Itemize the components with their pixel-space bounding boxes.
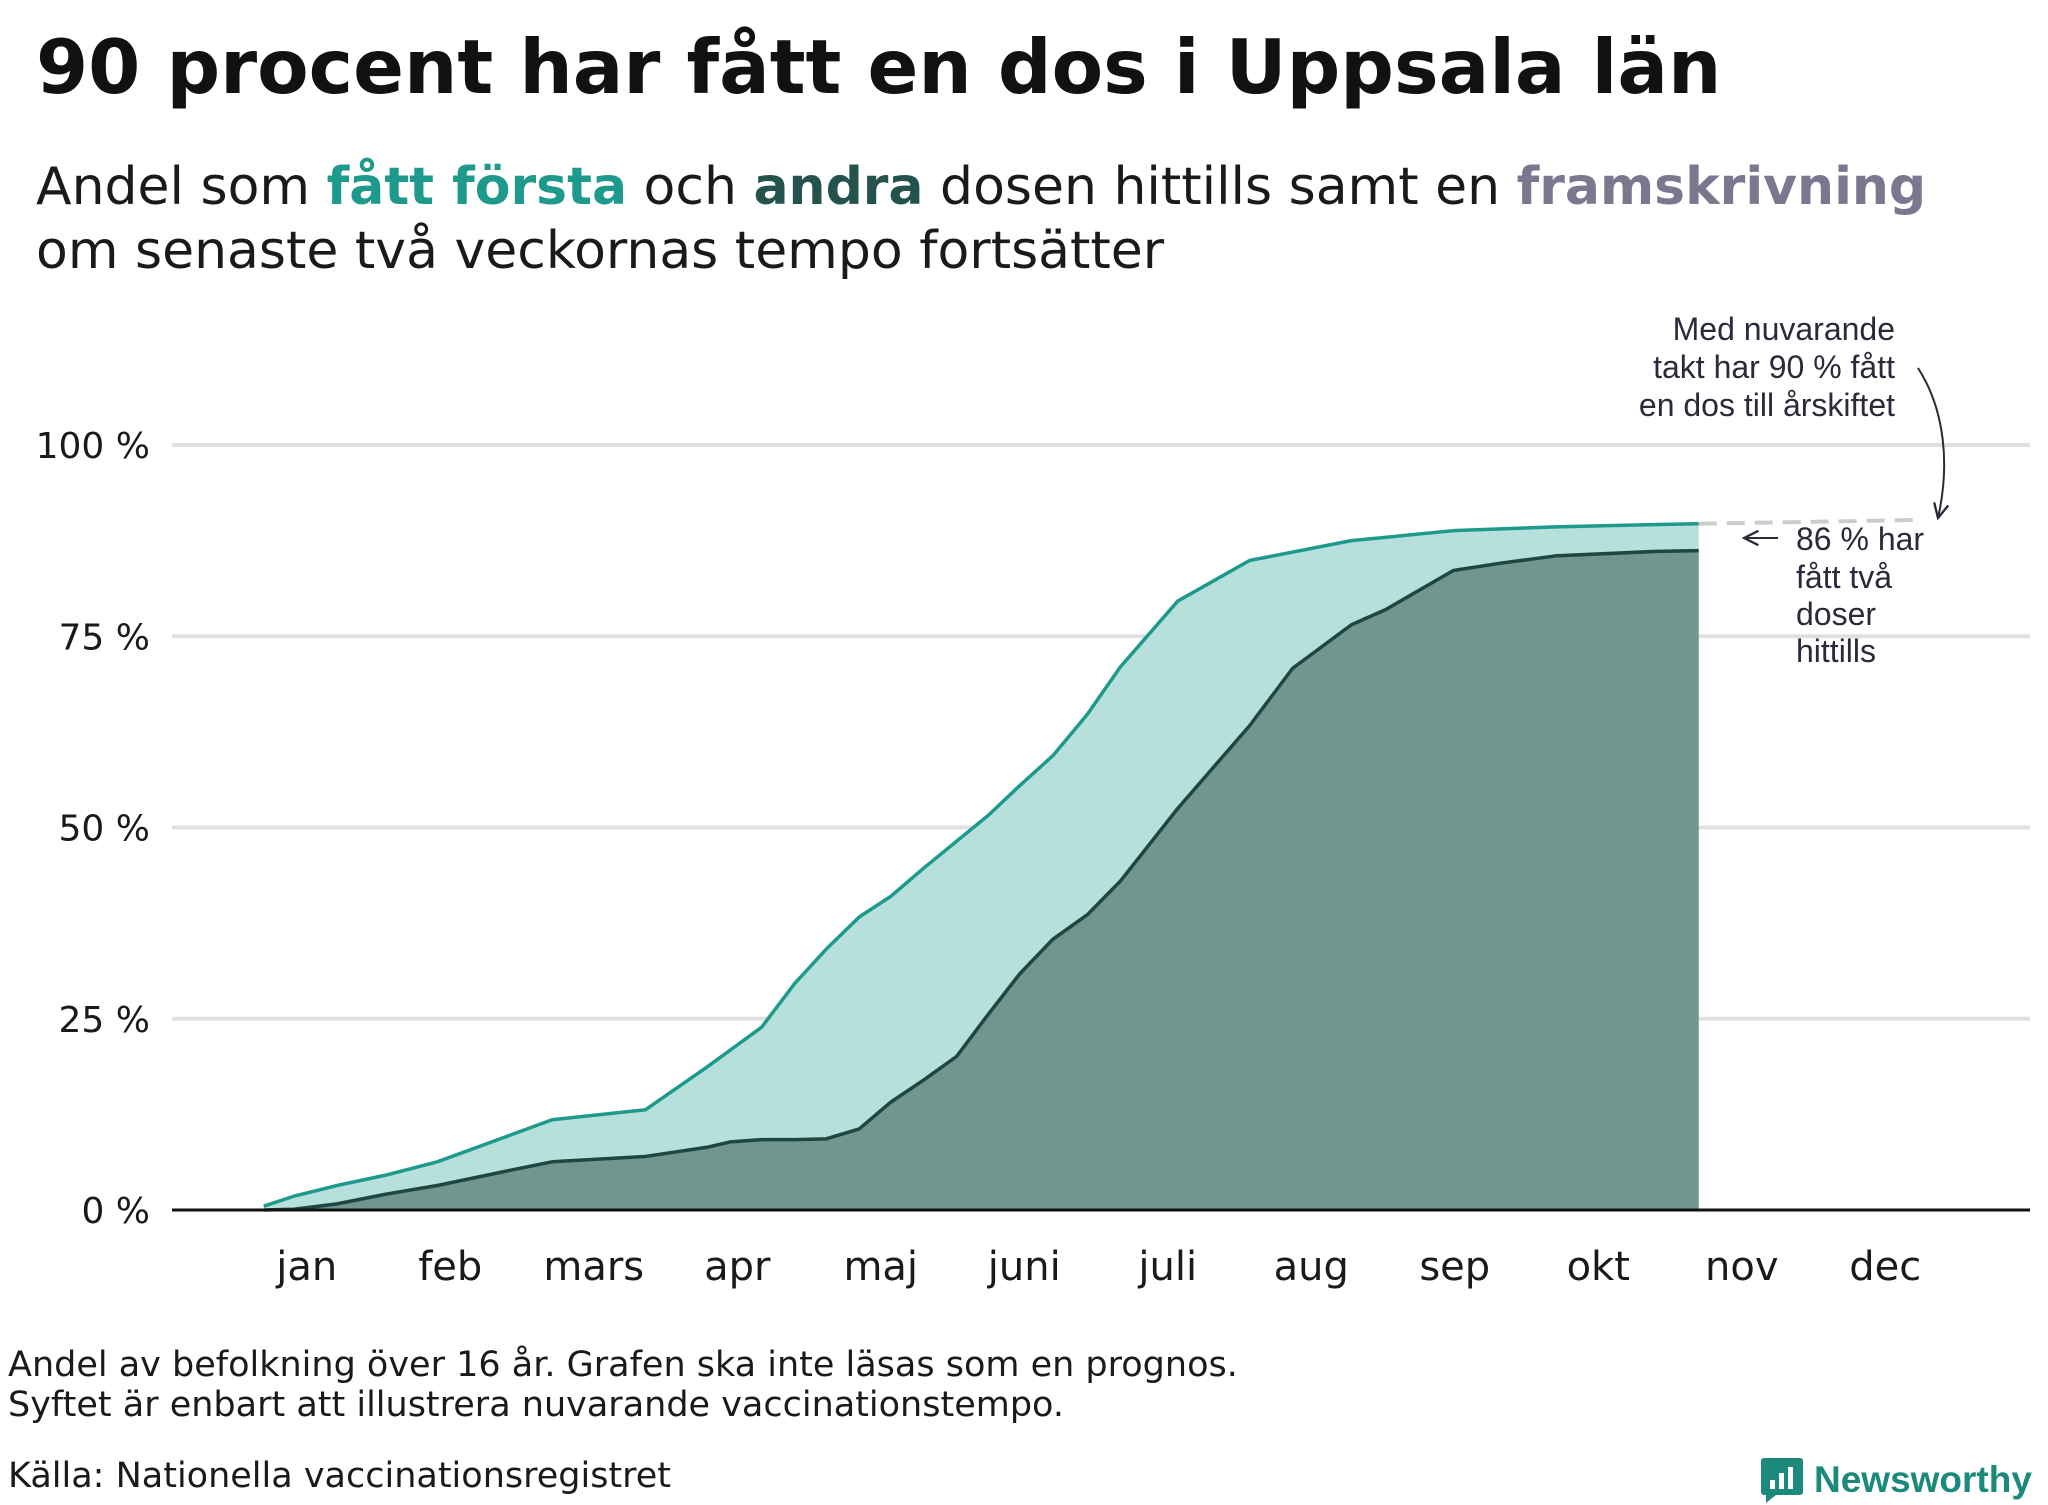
subtitle-first-dose-highlight: fått första xyxy=(326,157,628,217)
axes: 0 % 25 % 50 % 75 % 100 % jan feb mars apr maj juni… xyxy=(36,426,2030,1290)
footnote-line-2: Syftet är enbart att illustrera nuvarand… xyxy=(8,1385,1064,1425)
y-tick-label: 50 % xyxy=(59,809,150,850)
vaccination-area-chart: 0 % 25 % 50 % 75 % 100 % jan feb mars apr maj juni… xyxy=(36,311,2030,1290)
subtitle-suffix: om senaste två veckornas tempo fortsätte… xyxy=(36,221,1165,281)
logo-text: Newsworthy xyxy=(1814,1459,2032,1500)
projection-line xyxy=(1698,517,1916,526)
second-dose-line xyxy=(263,548,1699,1212)
newsworthy-chart-icon xyxy=(1761,1458,1803,1503)
footnote-line-1: Andel av befolkning över 16 år. Grafen s… xyxy=(8,1345,1238,1385)
second-dose-note-line-2: fått två xyxy=(1796,559,1892,595)
y-tick-label: 100 % xyxy=(36,426,150,467)
source-line: Källa: Nationella vaccinationsregistret xyxy=(8,1456,672,1496)
subtitle-second-dose-highlight: andra xyxy=(753,157,924,217)
second-dose-area xyxy=(263,550,1699,1210)
x-tick-label-juni: juni xyxy=(987,1244,1061,1290)
first-dose-line xyxy=(263,522,1699,1208)
x-tick-label-aug: aug xyxy=(1274,1244,1349,1290)
annotations: Med nuvarande takt har 90 % fått en dos … xyxy=(1639,311,1944,669)
x-tick-label-apr: apr xyxy=(704,1244,771,1290)
y-tick-label: 75 % xyxy=(59,617,150,658)
y-tick-label: 0 % xyxy=(81,1191,150,1232)
x-tick-label-sep: sep xyxy=(1419,1244,1490,1290)
chart-title: 90 procent har fått en dos i Uppsala län xyxy=(36,23,1722,111)
x-tick-label-feb: feb xyxy=(418,1244,482,1290)
series-areas xyxy=(263,517,1916,1212)
subtitle-projection-highlight: framskrivning xyxy=(1516,157,1927,217)
second-dose-note-line-1: 86 % har xyxy=(1796,521,1924,557)
x-tick-label-jan: jan xyxy=(275,1244,337,1290)
newsworthy-logo: Newsworthy xyxy=(1760,1455,2032,1505)
x-tick-label-okt: okt xyxy=(1567,1244,1630,1290)
chart-subtitle: Andel som fått första och andra dosen hi… xyxy=(36,155,1996,283)
second-dose-note-line-4: hittills xyxy=(1796,633,1876,669)
x-tick-label-juli: juli xyxy=(1137,1244,1197,1290)
subtitle-mid2: dosen hittills samt en xyxy=(923,157,1517,217)
projection-note-line-3: en dos till årskiftet xyxy=(1639,387,1895,423)
projection-note-arrow xyxy=(1917,367,1944,518)
second-dose-note-line-3: doser xyxy=(1796,596,1876,632)
y-tick-label: 25 % xyxy=(59,1000,150,1041)
projection-note-line-2: takt har 90 % fått xyxy=(1653,349,1895,385)
x-tick-label-dec: dec xyxy=(1849,1244,1921,1290)
x-tick-label-mars: mars xyxy=(543,1244,644,1290)
x-tick-label-nov: nov xyxy=(1705,1244,1779,1290)
subtitle-mid1: och xyxy=(627,157,754,217)
x-tick-label-maj: maj xyxy=(843,1244,918,1290)
subtitle-prefix: Andel som xyxy=(36,157,327,217)
projection-note-line-1: Med nuvarande xyxy=(1673,311,1895,347)
